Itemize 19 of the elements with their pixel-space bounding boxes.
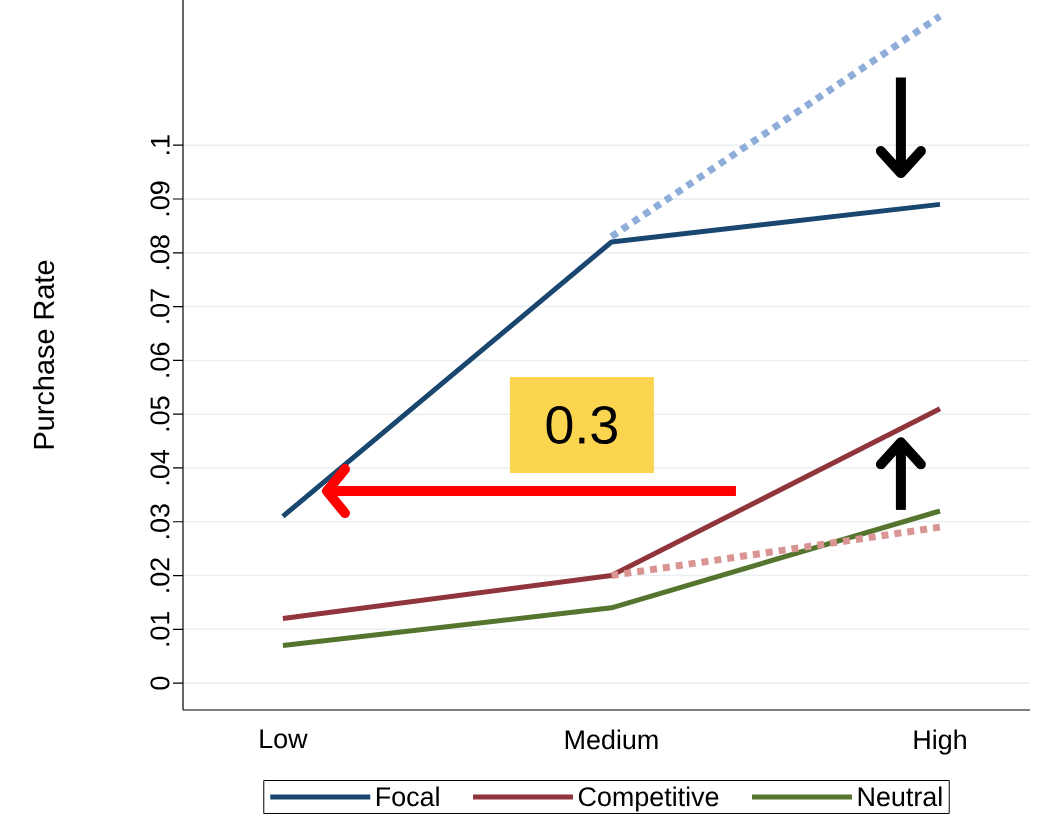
- y-tick-label: .08: [150, 235, 170, 270]
- x-tick-label: High: [914, 729, 966, 755]
- y-tick-label: .06: [150, 342, 170, 377]
- y-tick-label: .02: [150, 558, 170, 592]
- y-tick-label: .01: [150, 611, 170, 646]
- x-tick-label: Medium: [565, 729, 658, 750]
- y-tick-label: .05: [150, 396, 170, 431]
- y-axis-title: Purchase Rate: [32, 260, 55, 449]
- x-tick-label: Low: [260, 729, 308, 749]
- y-tick-label: 0: [150, 676, 170, 690]
- legend-label: Competitive: [578, 786, 719, 812]
- y-tick-label: .03: [150, 504, 170, 538]
- y-tick-label: .1: [150, 135, 170, 154]
- y-tick-label: .04: [150, 450, 170, 485]
- y-tick-label: .09: [150, 181, 170, 216]
- legend-label: Neutral: [858, 786, 942, 807]
- legend-label: Focal: [376, 786, 439, 807]
- y-tick-label: .07: [150, 289, 170, 323]
- annotation: 0.3: [546, 405, 617, 444]
